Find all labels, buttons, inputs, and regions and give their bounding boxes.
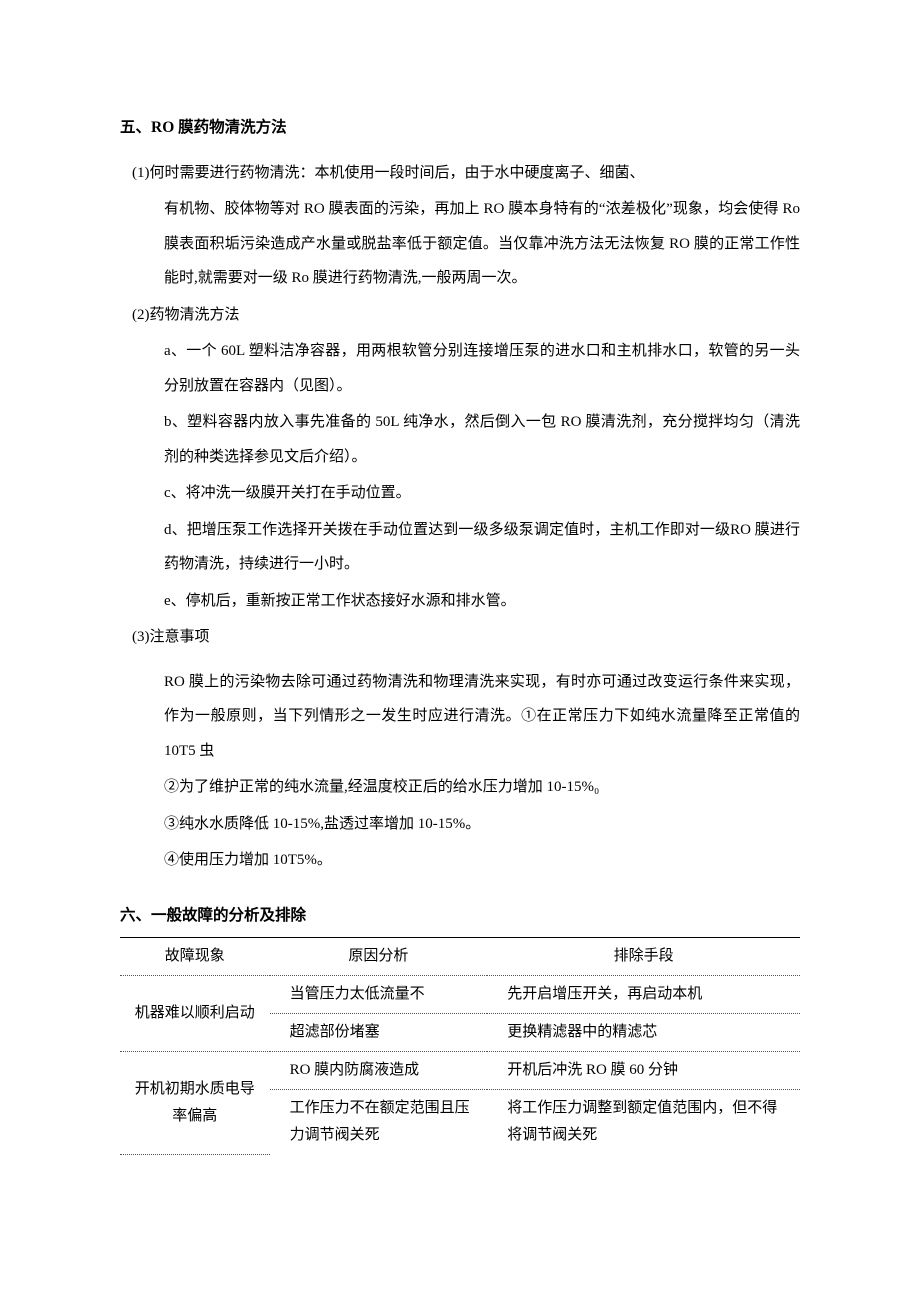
item-2-label: (2)药物清洗方法 (132, 298, 800, 333)
fix-cell: 更换精滤器中的精滤芯 (487, 1014, 800, 1052)
item-3-note-2: ②为了维护正常的纯水流量,经温度校正后的给水压力增加 10-15%₀ (164, 770, 800, 805)
col-header-phenomenon: 故障现象 (120, 938, 270, 976)
cause-cell: RO 膜内防腐液造成 (270, 1052, 488, 1090)
item-3-note-3: ③纯水水质降低 10-15%,盐透过率增加 10-15%。 (164, 807, 800, 842)
fix-cell: 将工作压力调整到额定值范围内，但不得将调节阀关死 (487, 1090, 800, 1155)
item-1-label: (1)何时需要进行药物清洗：本机使用一段时间后，由于水中硬度离子、细菌、 (132, 156, 800, 191)
item-3-note-4: ④使用压力增加 10T5%。 (164, 843, 800, 878)
phenomenon-cell: 机器难以顺利启动 (120, 976, 270, 1052)
fix-cell: 开机后冲洗 RO 膜 60 分钟 (487, 1052, 800, 1090)
item-3-note-1: RO 膜上的污染物去除可通过药物清洗和物理清洗来实现，有时亦可通过改变运行条件来… (164, 665, 800, 769)
section-5-heading: 五、RO 膜药物清洗方法 (120, 110, 800, 146)
section-6-heading: 六、一般故障的分析及排除 (120, 898, 800, 939)
cause-cell: 超滤部份堵塞 (270, 1014, 488, 1052)
table-header-row: 故障现象 原因分析 排除手段 (120, 938, 800, 976)
item-3-label: (3)注意事项 (132, 620, 800, 655)
table-row: 开机初期水质电导率偏高 RO 膜内防腐液造成 开机后冲洗 RO 膜 60 分钟 (120, 1052, 800, 1090)
fault-table: 故障现象 原因分析 排除手段 机器难以顺利启动 当管压力太低流量不 先开启增压开… (120, 938, 800, 1155)
item-1-para: 有机物、胶体物等对 RO 膜表面的污染，再加上 RO 膜本身特有的“浓差极化”现… (164, 192, 800, 296)
section-6: 六、一般故障的分析及排除 故障现象 原因分析 排除手段 机器难以顺利启动 当管压… (120, 898, 800, 1155)
item-2-sub-e: e、停机后，重新按正常工作状态接好水源和排水管。 (164, 584, 800, 619)
col-header-cause: 原因分析 (270, 938, 488, 976)
item-2-sub-a: a、一个 60L 塑料洁净容器，用两根软管分别连接增压泵的进水口和主机排水口，软… (164, 334, 800, 403)
cause-cell: 当管压力太低流量不 (270, 976, 488, 1014)
item-2-sub-d: d、把增压泵工作选择开关拨在手动位置达到一级多级泵调定值时，主机工作即对一级RO… (164, 513, 800, 582)
cause-cell: 工作压力不在额定范围且压力调节阀关死 (270, 1090, 488, 1155)
phenomenon-cell: 开机初期水质电导率偏高 (120, 1052, 270, 1155)
item-2-sub-b: b、塑料容器内放入事先准备的 50L 纯净水，然后倒入一包 RO 膜清洗剂，充分… (164, 405, 800, 474)
col-header-fix: 排除手段 (487, 938, 800, 976)
fix-cell: 先开启增压开关，再启动本机 (487, 976, 800, 1014)
item-2-sub-c: c、将冲洗一级膜开关打在手动位置。 (164, 476, 800, 511)
section-5: 五、RO 膜药物清洗方法 (1)何时需要进行药物清洗：本机使用一段时间后，由于水… (120, 110, 800, 878)
table-row: 机器难以顺利启动 当管压力太低流量不 先开启增压开关，再启动本机 (120, 976, 800, 1014)
